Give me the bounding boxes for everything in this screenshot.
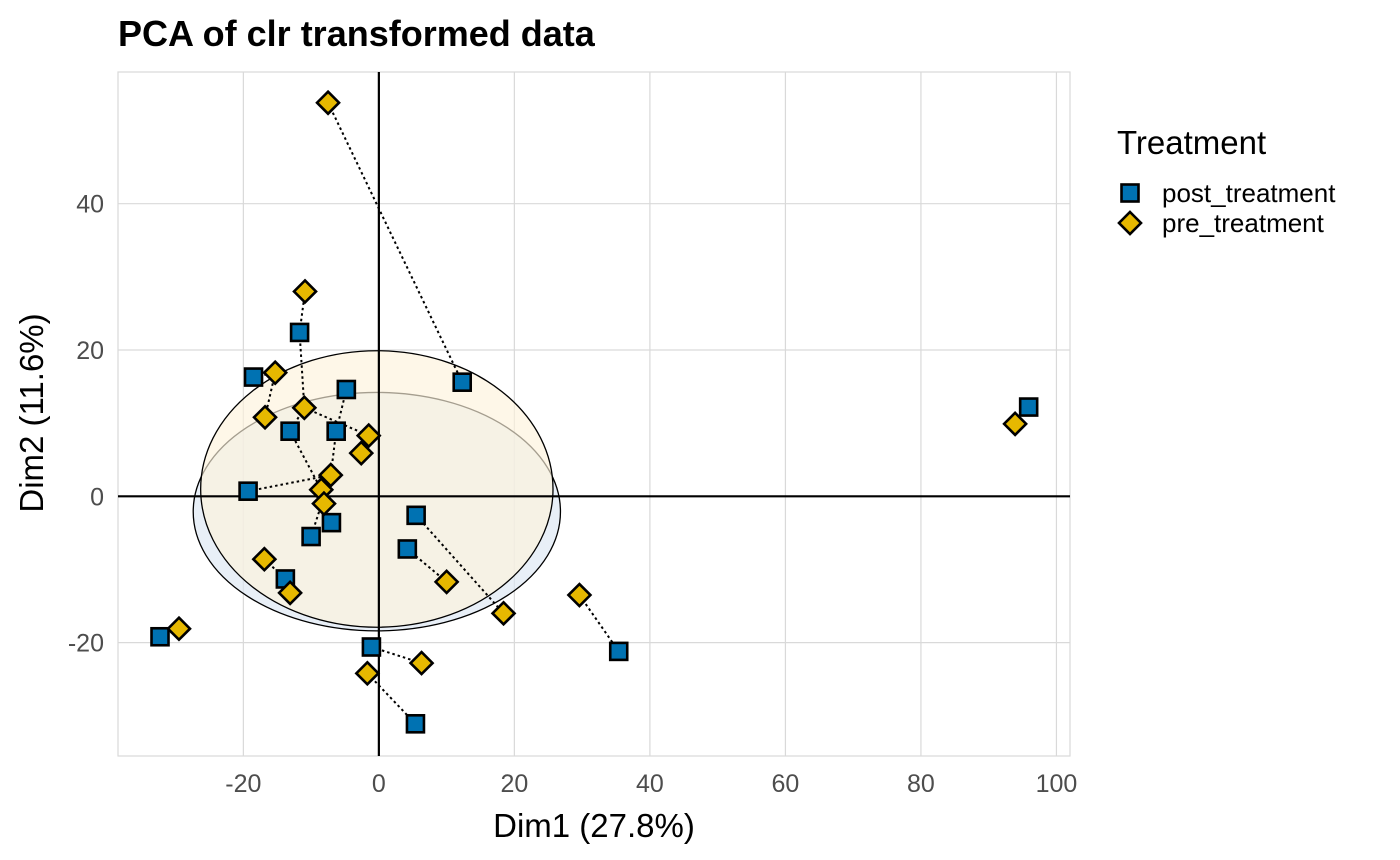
- point-pre_treatment: [317, 462, 344, 488]
- point-pre_treatment: [354, 660, 381, 687]
- point-pre_treatment: [291, 394, 318, 421]
- point-post_treatment: [238, 481, 258, 501]
- point-pre_treatment: [348, 440, 375, 466]
- y-tick-labels: -20 0 20 40: [68, 191, 104, 658]
- x-tick-label: 20: [500, 770, 528, 798]
- pair-line: [366, 672, 417, 725]
- legend-entry-pre_treatment: pre_treatment: [1117, 208, 1325, 238]
- point-post_treatment: [289, 322, 310, 343]
- point-post_treatment: [1018, 397, 1039, 417]
- point-post_treatment: [406, 505, 426, 526]
- y-tick-label: 20: [76, 337, 104, 365]
- x-tick-labels: -20 0 20 40 60 80 100: [225, 770, 1077, 798]
- plot-panel-border: [117, 71, 1071, 757]
- point-pre_treatment: [1002, 411, 1028, 437]
- point-pre_treatment: [251, 546, 278, 573]
- point-post_treatment: [608, 641, 629, 662]
- points: [150, 89, 1039, 734]
- point-post_treatment: [397, 539, 418, 559]
- x-tick-label: 80: [907, 770, 935, 798]
- y-tick-label: 0: [90, 483, 104, 511]
- legend-label: post_treatment: [1162, 178, 1336, 208]
- y-axis-title: Dim2 (11.6%): [13, 313, 50, 512]
- point-pre_treatment: [311, 490, 337, 517]
- point-pre_treatment: [252, 404, 278, 431]
- point-post_treatment: [326, 421, 346, 441]
- point-pre_treatment: [277, 580, 303, 606]
- x-tick-label: 60: [772, 770, 800, 798]
- ellipse-pre_treatment: [200, 350, 554, 628]
- point-pre_treatment: [262, 359, 289, 386]
- point-pre_treatment: [490, 600, 517, 627]
- point-post_treatment: [336, 379, 357, 400]
- point-pre_treatment: [315, 89, 341, 116]
- y-tick-label: 40: [76, 191, 104, 219]
- legend-key-square: [1120, 183, 1140, 203]
- pair-line: [298, 332, 306, 408]
- point-post_treatment: [150, 626, 170, 647]
- pair-line: [327, 102, 464, 383]
- legend-label: pre_treatment: [1162, 208, 1325, 238]
- point-post_treatment: [405, 714, 426, 734]
- legend-entry-post_treatment: post_treatment: [1120, 178, 1336, 208]
- point-pre_treatment: [292, 278, 318, 305]
- point-post_treatment: [452, 372, 473, 392]
- point-pre_treatment: [433, 569, 460, 595]
- x-tick-label: 0: [372, 770, 386, 798]
- point-post_treatment: [243, 367, 264, 387]
- chart-title: PCA of clr transformed data: [118, 13, 596, 54]
- x-tick-label: 40: [636, 770, 664, 798]
- point-pre_treatment: [166, 615, 192, 642]
- x-axis-title: Dim1 (27.8%): [493, 807, 695, 844]
- x-tick-label: -20: [225, 770, 261, 798]
- point-pre_treatment: [355, 422, 382, 449]
- point-post_treatment: [301, 526, 321, 547]
- y-tick-label: -20: [68, 630, 104, 658]
- legend-title: Treatment: [1117, 124, 1266, 161]
- legend-key-diamond: [1117, 210, 1143, 236]
- point-pre_treatment: [408, 650, 435, 676]
- point-post_treatment: [321, 512, 342, 533]
- x-tick-label: 100: [1036, 770, 1078, 798]
- point-post_treatment: [280, 421, 300, 441]
- point-post_treatment: [361, 637, 382, 657]
- point-pre_treatment: [566, 582, 593, 608]
